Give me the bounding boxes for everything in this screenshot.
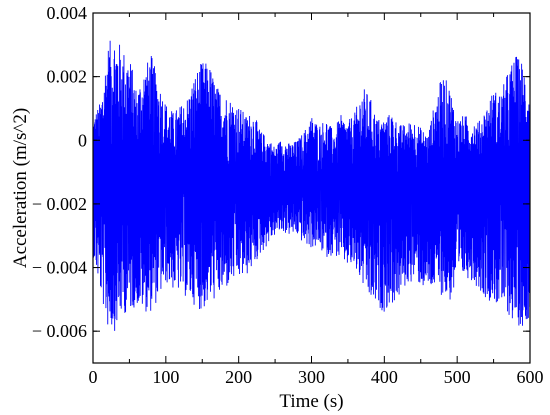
x-tick-label: 600 [517, 367, 544, 387]
y-axis-title: Acceleration (m/s^2) [10, 108, 31, 268]
y-tick-label: − 0.002 [32, 194, 87, 214]
y-axis-ticks: 0.004 0.002 0 − 0.002 − 0.004 − 0.006 [32, 3, 530, 341]
x-axis-title: Time (s) [279, 391, 343, 412]
x-axis-ticks: 0 100 200 300 400 500 600 [89, 13, 544, 387]
x-tick-label: 0 [89, 367, 98, 387]
y-tick-label: 0.004 [47, 3, 88, 23]
y-tick-label: − 0.006 [32, 321, 87, 341]
acceleration-series-line [92, 40, 531, 331]
y-tick-label: 0 [78, 130, 87, 150]
x-tick-label: 200 [225, 367, 252, 387]
y-tick-label: − 0.004 [32, 258, 87, 278]
x-tick-label: 400 [371, 367, 398, 387]
x-tick-label: 300 [298, 367, 325, 387]
x-tick-label: 100 [152, 367, 179, 387]
y-tick-label: 0.002 [47, 67, 88, 87]
plot-area: 0 100 200 300 400 500 600 0.004 0.002 0 − 0.002 − … [32, 3, 544, 387]
series-layer [92, 40, 531, 331]
x-tick-label: 500 [444, 367, 471, 387]
